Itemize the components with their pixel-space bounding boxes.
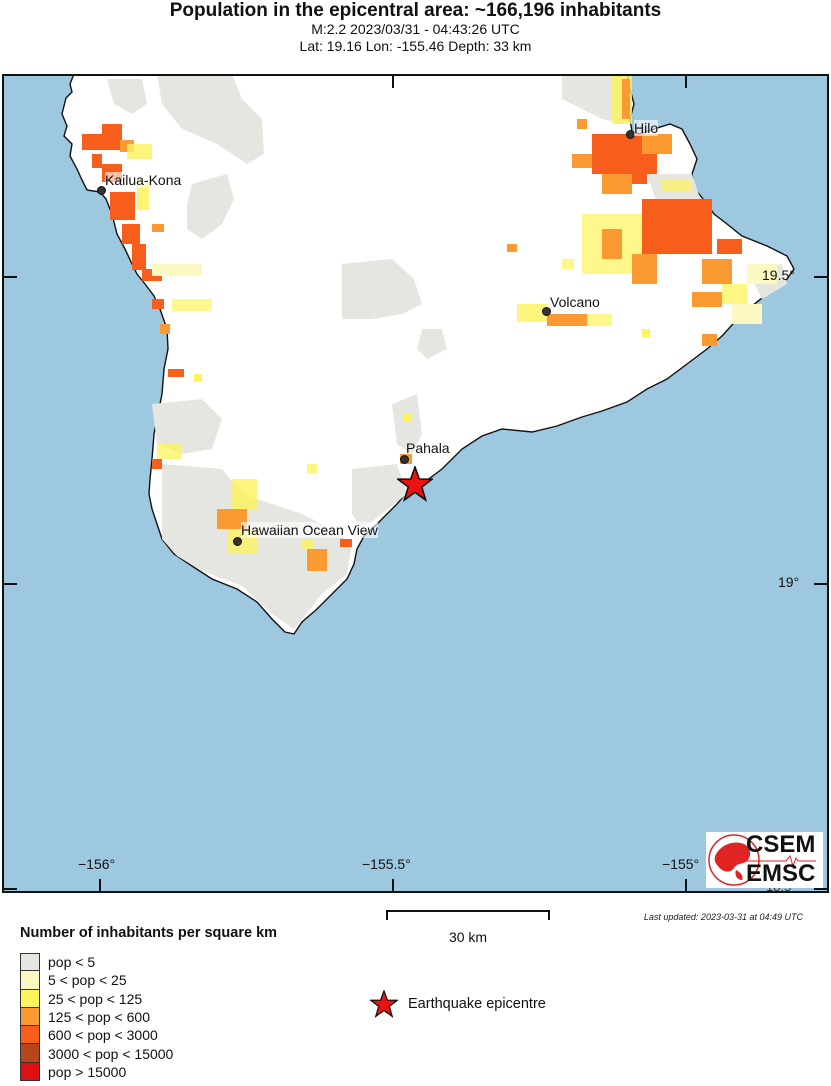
star-icon <box>370 990 398 1018</box>
legend-item: 125 < pop < 600 <box>20 1007 173 1027</box>
epicentre-legend-label: Earthquake epicentre <box>408 996 546 1012</box>
logo-csem: CSEM <box>746 831 816 858</box>
legend-swatch <box>20 1062 40 1082</box>
legend-swatch <box>20 1044 40 1063</box>
population-map[interactable]: −156° −155.5° −155° 19.5° 19° Kailua-Kon… <box>2 74 829 894</box>
page-title: Population in the epicentral area: ~166,… <box>169 0 662 21</box>
legend-item: 5 < pop < 25 <box>20 971 173 990</box>
lon-label-155: −155° <box>662 856 700 872</box>
event-info: M:2.2 2023/03/31 - 04:43:26 UTC <box>311 21 520 37</box>
legend-label: pop < 5 <box>48 954 96 971</box>
event-location: Lat: 19.16 Lon: -155.46 Depth: 33 km <box>299 38 532 54</box>
city-label: Hawaiian Ocean View <box>241 522 378 538</box>
city-label: Hilo <box>634 120 659 136</box>
hilo-puna-density <box>507 74 777 346</box>
lon-label-155-5: −155.5° <box>362 856 411 872</box>
legend-swatch <box>20 1026 40 1045</box>
legend-label: 125 < pop < 600 <box>48 1009 150 1026</box>
legend-swatch <box>20 971 40 990</box>
legend-item: pop < 5 <box>20 953 173 972</box>
city-label: Volcano <box>550 294 600 310</box>
logo-emsc: EMSC <box>746 860 816 887</box>
city-dot-icon <box>400 455 409 464</box>
legend-label: 600 < pop < 3000 <box>48 1027 158 1044</box>
last-updated: Last updated: 2023-03-31 at 04:49 UTC <box>643 912 803 922</box>
lon-label-156: −156° <box>78 856 116 872</box>
seismogram-icon <box>746 854 816 868</box>
scale-bar <box>386 910 550 920</box>
population-legend: pop < 5 5 < pop < 25 25 < pop < 125 125 … <box>20 953 174 1082</box>
city-label: Kailua-Kona <box>105 172 182 188</box>
csem-emsc-logo[interactable]: CSEM EMSC <box>706 832 823 888</box>
legend-label: 3000 < pop < 15000 <box>48 1045 174 1062</box>
epicentre-legend: Earthquake epicentre <box>370 990 546 1018</box>
city-dot-icon <box>97 186 106 195</box>
legend-item: 600 < pop < 3000 <box>20 1026 173 1045</box>
globe-icon <box>708 834 760 886</box>
legend-label: 5 < pop < 25 <box>48 972 127 989</box>
lat-label-19: 19° <box>778 574 800 590</box>
legend-label: pop > 15000 <box>48 1063 127 1080</box>
legend-title: Number of inhabitants per square km <box>20 925 278 941</box>
lat-label-19-5: 19.5° <box>762 267 795 283</box>
legend-swatch <box>20 989 40 1008</box>
legend-item: 3000 < pop < 15000 <box>20 1044 174 1063</box>
legend-label: 25 < pop < 125 <box>48 990 143 1007</box>
legend-item: 25 < pop < 125 <box>20 989 173 1008</box>
scale-label: 30 km <box>448 929 488 945</box>
epicentre-star-icon[interactable] <box>397 466 433 502</box>
map-frame <box>2 74 829 893</box>
city-dot-icon <box>233 537 242 546</box>
legend-swatch <box>20 953 40 972</box>
city-dot-icon <box>542 307 551 316</box>
legend-swatch <box>20 1007 40 1027</box>
legend-item: pop > 15000 <box>20 1062 173 1082</box>
city-label: Pahala <box>406 440 450 456</box>
